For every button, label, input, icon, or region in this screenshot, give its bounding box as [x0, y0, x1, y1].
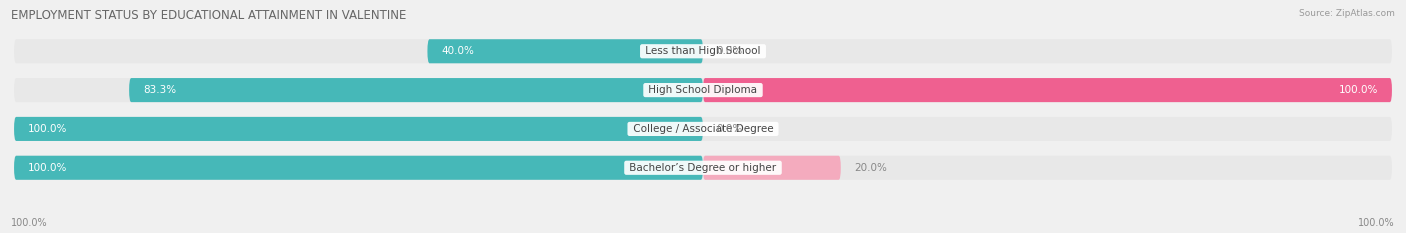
FancyBboxPatch shape	[14, 117, 703, 141]
FancyBboxPatch shape	[129, 78, 703, 102]
Text: College / Associate Degree: College / Associate Degree	[630, 124, 776, 134]
Text: 20.0%: 20.0%	[855, 163, 887, 173]
Text: 0.0%: 0.0%	[717, 124, 742, 134]
FancyBboxPatch shape	[14, 78, 1392, 102]
FancyBboxPatch shape	[14, 117, 1392, 141]
Text: 83.3%: 83.3%	[143, 85, 176, 95]
Text: Source: ZipAtlas.com: Source: ZipAtlas.com	[1299, 9, 1395, 18]
FancyBboxPatch shape	[14, 39, 1392, 63]
Text: Bachelor’s Degree or higher: Bachelor’s Degree or higher	[626, 163, 780, 173]
FancyBboxPatch shape	[703, 78, 1392, 102]
FancyBboxPatch shape	[14, 156, 703, 180]
FancyBboxPatch shape	[14, 156, 1392, 180]
Text: 100.0%: 100.0%	[28, 163, 67, 173]
FancyBboxPatch shape	[703, 156, 841, 180]
Text: 100.0%: 100.0%	[1358, 218, 1395, 228]
Text: 100.0%: 100.0%	[28, 124, 67, 134]
Text: 40.0%: 40.0%	[441, 46, 474, 56]
Text: 100.0%: 100.0%	[11, 218, 48, 228]
Text: High School Diploma: High School Diploma	[645, 85, 761, 95]
FancyBboxPatch shape	[427, 39, 703, 63]
Text: EMPLOYMENT STATUS BY EDUCATIONAL ATTAINMENT IN VALENTINE: EMPLOYMENT STATUS BY EDUCATIONAL ATTAINM…	[11, 9, 406, 22]
Text: 100.0%: 100.0%	[1339, 85, 1378, 95]
Text: Less than High School: Less than High School	[643, 46, 763, 56]
Text: 0.0%: 0.0%	[717, 46, 742, 56]
